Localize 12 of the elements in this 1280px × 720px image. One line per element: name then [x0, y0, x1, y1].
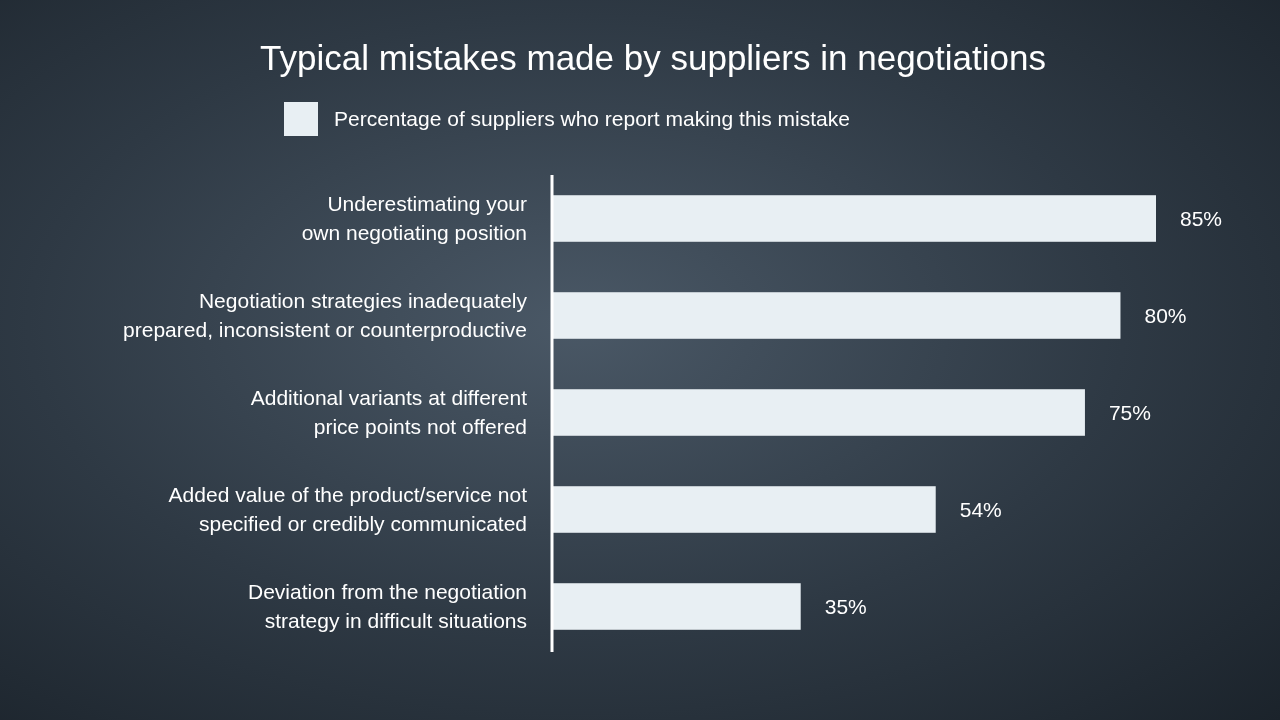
data-label: 35% [824, 594, 867, 618]
y-tick-label: Negotiation strategies inadequately prepared, inconsistent or counterproductive [123, 289, 528, 341]
legend-label: Percentage of suppliers who report making this mistake [334, 107, 850, 130]
data-label: 85% [1180, 206, 1223, 230]
data-label: 54% [959, 497, 1002, 521]
chart-title: Typical mistakes made by suppliers in negotiations [260, 38, 1046, 77]
y-tick-label: Additional variants at different price points not offered [250, 386, 528, 438]
y-tick-label: Added value of the product/service not specified or credibly communicated [168, 483, 528, 535]
data-label: 80% [1144, 303, 1187, 327]
data-label: 75% [1108, 400, 1151, 424]
y-tick-label: Underestimating your own negotiating position [301, 192, 528, 244]
y-tick-label: Deviation from the negotiation strategy in difficult situations [248, 580, 527, 632]
